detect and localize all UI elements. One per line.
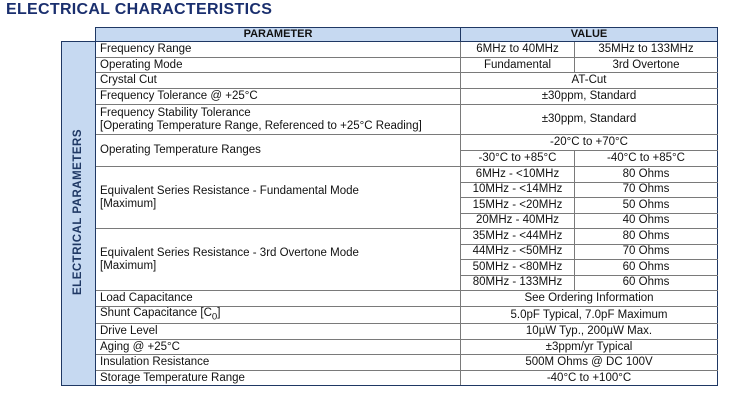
value-cell: -40°C to +100°C bbox=[460, 370, 718, 387]
value-cell: -40°C to +85°C bbox=[574, 150, 718, 167]
table-section: ELECTRICAL PARAMETERS Frequency Range 6MH… bbox=[61, 40, 718, 387]
table-row: 44MHz - <50MHz 70 Ohms bbox=[62, 243, 718, 260]
value-cell: See Ordering Information bbox=[460, 290, 718, 307]
table-row: Frequency Tolerance @ +25°C ±30ppm, Stand… bbox=[62, 88, 718, 105]
parameter-cell: Equivalent Series Resistance - 3rd Overt… bbox=[95, 228, 461, 291]
value-cell: 70 Ohms bbox=[574, 181, 718, 198]
value-cell: -30°C to +85°C bbox=[460, 150, 575, 167]
table-row: Storage Temperature Range -40°C to +100°C bbox=[62, 370, 718, 387]
table-row: Shunt Capacitance [C0] 5.0pF Typical, 7.0… bbox=[62, 305, 718, 325]
value-cell: 44MHz - <50MHz bbox=[460, 243, 575, 260]
value-cell: -20°C to +70°C bbox=[460, 134, 718, 151]
title: ELECTRICAL CHARACTERISTICS bbox=[6, 1, 273, 18]
subscript: 0 bbox=[211, 311, 218, 323]
value-cell: 5.0pF Typical, 7.0pF Maximum bbox=[460, 305, 718, 325]
value-cell: 80 Ohms bbox=[574, 228, 718, 245]
parameter-cell: Storage Temperature Range bbox=[95, 370, 461, 387]
value-cell: AT-Cut bbox=[460, 72, 718, 89]
text-line: ] bbox=[217, 307, 221, 319]
parameter-cell: Frequency Stability Tolerance [Operating … bbox=[95, 104, 461, 135]
parameter-cell: Drive Level bbox=[95, 323, 461, 341]
parameter-cell: Load Capacitance bbox=[95, 290, 461, 307]
table-row: -30°C to +85°C -40°C to +85°C bbox=[62, 150, 718, 167]
value-cell: 50MHz - <80MHz bbox=[460, 259, 575, 276]
table-row: Equivalent Series Resistance - 3rd Overt… bbox=[62, 228, 718, 291]
text-line: Equivalent Series Resistance - 3rd Overt… bbox=[100, 246, 359, 259]
spec-table: PARAMETER VALUE ELECTRICAL PARAMETERS Fr… bbox=[61, 27, 718, 387]
value-cell: 500M Ohms @ DC 100V bbox=[460, 354, 718, 372]
value-cell: 15MHz - <20MHz bbox=[460, 197, 575, 214]
value-cell: 3rd Overtone bbox=[574, 57, 718, 73]
value-cell: ±30ppm, Standard bbox=[460, 88, 718, 105]
table-row: ELECTRICAL PARAMETERS Frequency Range 6MH… bbox=[61, 40, 718, 387]
header-blank bbox=[62, 28, 96, 42]
value-cell: 60 Ohms bbox=[574, 259, 718, 276]
text-line: Equivalent Series Resistance - Fundament… bbox=[100, 184, 359, 197]
parameter-cell: Operating Temperature Ranges bbox=[95, 134, 461, 167]
parameter-cell: Operating Mode bbox=[95, 57, 461, 73]
table-row: Load Capacitance See Ordering Information bbox=[62, 290, 718, 307]
parameter-cell: Frequency Range bbox=[95, 41, 461, 58]
header: VALUE bbox=[460, 27, 718, 42]
table-row: Crystal Cut AT-Cut bbox=[62, 72, 718, 89]
parameter-cell: Crystal Cut bbox=[95, 72, 461, 89]
value-cell: ±3ppm/yr Typical bbox=[460, 339, 718, 356]
value-cell: 40 Ohms bbox=[574, 212, 718, 229]
parameter-cell: Shunt Capacitance [C0] bbox=[95, 305, 461, 325]
side-label-cell: ELECTRICAL PARAMETERS bbox=[61, 40, 96, 387]
text-line: Shunt Capacitance [C bbox=[100, 307, 212, 319]
value-cell: 80MHz - 133MHz bbox=[460, 274, 575, 291]
value-cell: 35MHz - <44MHz bbox=[460, 228, 575, 245]
table-row: Aging @ +25°C ±3ppm/yr Typical bbox=[62, 339, 718, 356]
value-cell: 6MHz - <10MHz bbox=[460, 166, 575, 183]
table-row: Equivalent Series Resistance - Fundament… bbox=[62, 166, 718, 229]
value-cell: Fundamental bbox=[460, 57, 575, 73]
side-label: ELECTRICAL PARAMETERS bbox=[72, 128, 84, 295]
value-cell: 60 Ohms bbox=[574, 274, 718, 291]
value-cell: 20MHz - 40MHz bbox=[460, 212, 575, 229]
value-cell: 80 Ohms bbox=[574, 166, 718, 183]
parameter-cell: Aging @ +25°C bbox=[95, 339, 461, 356]
value-cell: 35MHz to 133MHz bbox=[574, 41, 718, 58]
table-row: 15MHz - <20MHz 50 Ohms bbox=[62, 197, 718, 214]
parameter-cell: Equivalent Series Resistance - Fundament… bbox=[95, 166, 461, 229]
value-cell: 10µW Typ., 200µW Max. bbox=[460, 323, 718, 341]
header: PARAMETER bbox=[95, 27, 461, 42]
text-line: [Operating Temperature Range, Referenced… bbox=[100, 119, 422, 132]
value-cell: 6MHz to 40MHz bbox=[460, 41, 575, 58]
table-row: Frequency Stability Tolerance [Operating … bbox=[62, 104, 718, 135]
table-section: PARAMETER VALUE bbox=[62, 27, 718, 42]
text-line: [Maximum] bbox=[100, 259, 157, 272]
text-line: Frequency Stability Tolerance bbox=[100, 106, 251, 119]
table-row: Insulation Resistance 500M Ohms @ DC 100V bbox=[62, 354, 718, 372]
table-row: Operating Mode Fundamental 3rd Overtone bbox=[62, 57, 718, 73]
parameter-cell: Frequency Tolerance @ +25°C bbox=[95, 88, 461, 105]
value-cell: 70 Ohms bbox=[574, 243, 718, 260]
text-line: [Maximum] bbox=[100, 197, 157, 210]
table-row: Operating Temperature Ranges -20°C to +70… bbox=[62, 134, 718, 167]
value-cell: 50 Ohms bbox=[574, 197, 718, 214]
header-row: PARAMETER VALUE bbox=[62, 27, 718, 42]
table-row: 80MHz - 133MHz 60 Ohms bbox=[62, 274, 718, 291]
parameter-cell: Insulation Resistance bbox=[95, 354, 461, 372]
value-cell: ±30ppm, Standard bbox=[460, 104, 718, 135]
table-row: Drive Level 10µW Typ., 200µW Max. bbox=[62, 323, 718, 341]
value-cell: 10MHz - <14MHz bbox=[460, 181, 575, 198]
